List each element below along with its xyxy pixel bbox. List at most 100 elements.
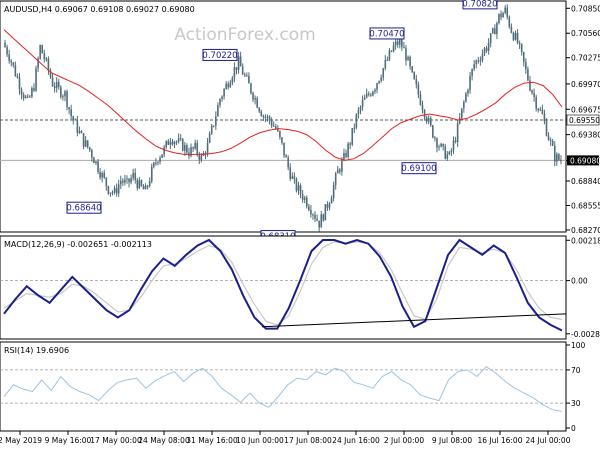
candle-body [283,142,285,156]
x-tick-label: 24 Jun 16:00 [332,436,380,445]
price-annotation-label: 0.70820 [462,0,497,9]
candle-body [322,214,325,221]
candle-body [349,143,351,145]
level-price-tag [566,114,600,126]
candle-body [291,176,294,179]
candle-body [194,142,196,149]
candle-body [392,45,395,52]
candle-body [419,94,422,105]
candle-body [510,26,513,33]
candle-body [237,56,240,70]
candle-body [124,179,126,183]
candle-body [10,60,13,63]
candle-body [64,91,66,97]
candle-body [388,50,391,60]
candle-body [359,106,362,111]
candle-body [163,147,165,155]
candle-body [115,188,118,194]
candle-body [514,32,517,40]
candle-body [394,41,397,46]
candle-body [558,154,560,160]
candle-body [380,77,382,81]
candle-body [258,107,261,112]
candle-body [465,93,467,102]
candle-body [434,137,436,139]
candle-body [448,151,451,155]
candle-body [456,123,459,143]
candle-body [239,56,242,67]
candle-body [184,145,186,151]
candle-body [159,157,161,162]
candle-body [177,138,180,142]
candle-body [301,194,304,200]
candle-body [525,62,527,70]
candle-body [227,83,230,88]
price-y-tick-label: 0.70560 [571,29,600,38]
candle-body [219,98,221,106]
candle-body [138,180,141,189]
candle-body [458,117,461,124]
candle-body [105,177,108,187]
macd-main-line [3,238,563,332]
candle-body [215,116,217,126]
candle-body [221,96,223,99]
macd-y-tick-label: 0.00 [571,277,588,286]
candle-body [498,13,500,23]
price-annotation-box [369,27,405,40]
current-price-label: 0.69080 [570,156,600,165]
candle-body [24,96,27,98]
candle-body [26,96,29,98]
candle-body [367,93,370,95]
level-price-label: 0.69550 [569,116,600,125]
candle-body [4,42,6,48]
candle-body [140,180,143,186]
candle-body [539,109,542,111]
candle-body [281,137,283,143]
candle-body [343,153,345,160]
candle-body [212,125,215,127]
rsi-line [3,365,563,412]
rsi-y-tick-label: 0 [571,424,576,433]
candle-body [229,83,232,88]
candle-body [432,125,434,138]
candle-body [370,94,372,96]
candle-body [122,180,124,183]
macd-trendline [261,313,567,328]
candle-body [31,88,33,97]
price-annotation-box [66,201,102,214]
candle-body [312,214,314,216]
candle-body [29,96,31,98]
x-tick-label: 16 Jul 16:00 [478,436,523,445]
candle-body [119,180,122,185]
candle-body [353,127,356,129]
candle-body [485,48,488,51]
candle-body [310,210,312,215]
moving-average-line [3,29,563,161]
candle-body [494,28,496,35]
candle-body [130,178,132,183]
candle-body [314,214,316,219]
candle-body [88,147,91,151]
candle-body [396,41,399,45]
candle-body [62,96,64,98]
candle-body [72,116,75,121]
candle-body [181,138,184,151]
candle-body [132,172,134,179]
candle-body [303,197,306,200]
candle-body [103,172,106,178]
candle-body [91,150,93,158]
candle-body [262,116,265,118]
candle-body [541,109,544,114]
candle-body [41,45,44,54]
price-y-tick-label: 0.70275 [571,54,600,63]
candle-body [18,77,21,90]
candle-body [157,161,159,163]
candle-body [53,86,56,89]
candle-body [126,178,128,180]
candle-body [454,140,457,143]
candle-body [560,159,562,162]
candle-body [274,126,277,129]
candle-body [55,82,58,89]
candle-body [421,104,424,111]
candle-body [99,171,101,178]
